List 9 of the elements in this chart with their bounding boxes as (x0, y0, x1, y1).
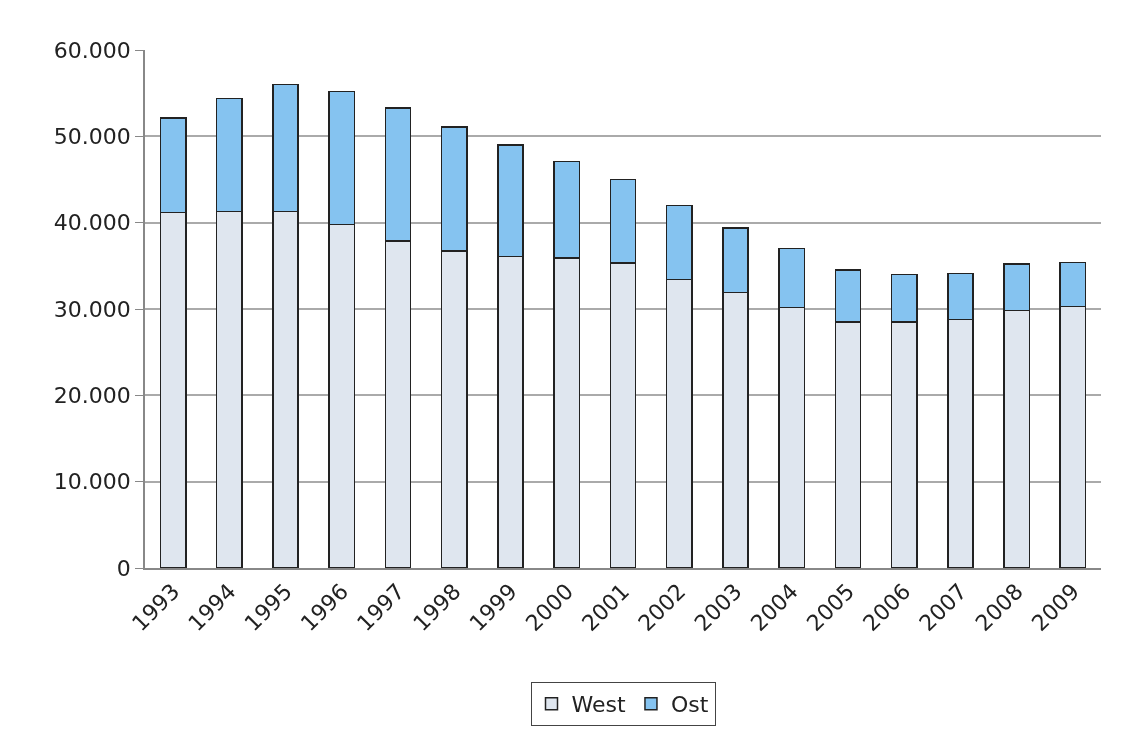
y-tick-label: 10.000 (53, 469, 131, 495)
y-tick-label: 20.000 (53, 383, 131, 409)
y-tick-label: 40.000 (53, 210, 131, 236)
legend-label: Ost (670, 692, 709, 718)
legend-label: West (571, 692, 626, 718)
y-tick-label: 60.000 (53, 37, 131, 63)
y-tick-label: 30.000 (53, 296, 131, 322)
y-tick-label: 50.000 (53, 124, 131, 150)
y-tick-label: 0 (116, 555, 131, 581)
